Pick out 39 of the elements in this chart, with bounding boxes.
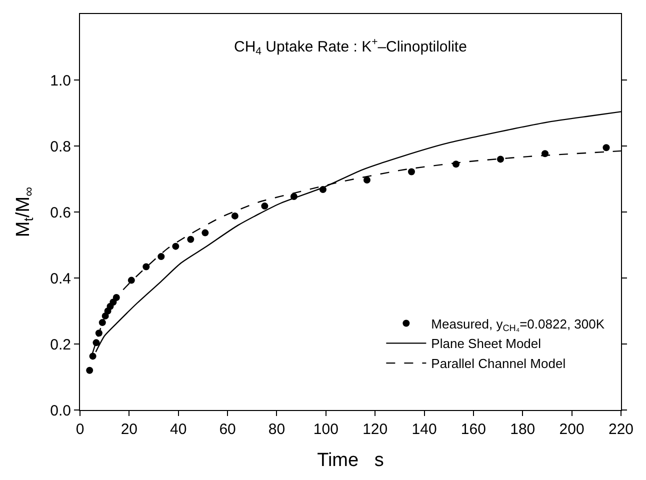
point (89, 352, 96, 360)
point (231, 212, 238, 220)
x-tick-label: 0 (76, 421, 84, 438)
x-tick-label: 180 (510, 421, 536, 438)
point (363, 176, 370, 184)
point (86, 366, 94, 374)
y-tick-label: 0.8 (50, 138, 71, 156)
point (497, 156, 504, 163)
x-tick-label: 40 (170, 421, 187, 438)
legend-label: Measured, y$_{CH₄}$=0.0822, 300K (431, 316, 605, 334)
legend-label: Plane Sheet Model (431, 336, 542, 352)
point (92, 339, 100, 346)
y-tick-label: 0.4 (50, 270, 71, 288)
point (172, 242, 180, 250)
y-tick-label: 1.0 (50, 72, 71, 90)
point (408, 168, 415, 176)
y-tick-label: 0.0 (50, 402, 71, 420)
x-tick-label: 80 (268, 421, 286, 438)
y-tick-label: 0.2 (50, 336, 71, 354)
x-tick-label: 20 (120, 421, 138, 438)
point (187, 236, 194, 243)
legend-label: Parallel Channel Model (431, 356, 566, 372)
y-tick-label: 0.6 (50, 204, 71, 222)
x-tick-label: 220 (608, 421, 634, 438)
point (261, 202, 268, 210)
point (128, 276, 135, 284)
point (202, 229, 209, 236)
x-tick-label: 100 (313, 421, 338, 438)
point (142, 263, 150, 270)
x-tick-label: 160 (460, 421, 486, 438)
point (98, 319, 106, 326)
x-tick-label: 200 (559, 421, 584, 438)
x-tick-label: 140 (412, 421, 437, 438)
x-axis-title: Time s (317, 450, 384, 471)
point (602, 144, 610, 152)
x-tick-label: 60 (219, 421, 236, 438)
text: CH$_{4}$ Uptake Rate : K$^{+}$–Clinoptilolite (234, 36, 467, 58)
x-tick-label: 120 (362, 421, 388, 438)
point (158, 253, 165, 260)
